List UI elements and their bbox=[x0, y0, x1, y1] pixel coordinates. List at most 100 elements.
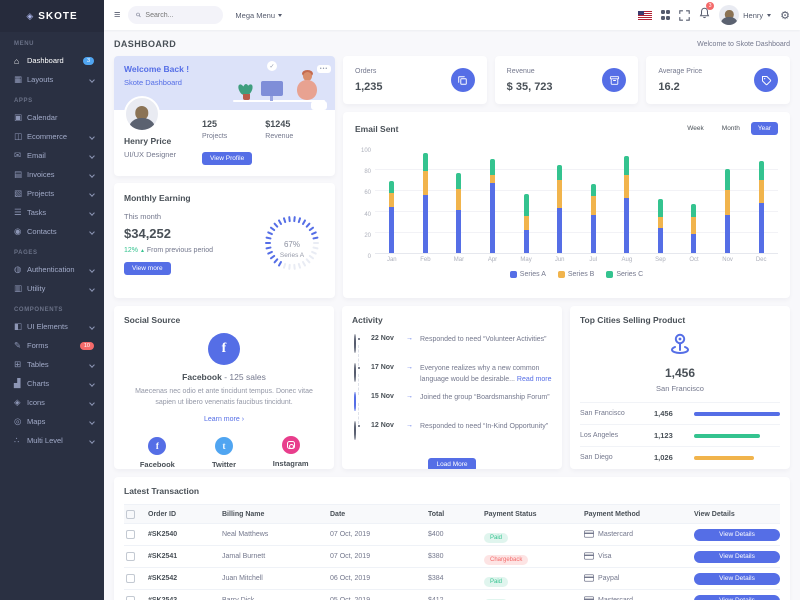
row-checkbox[interactable] bbox=[126, 552, 135, 561]
topbar: ≡ Mega Menu 3 Henry ⚙ bbox=[104, 0, 800, 30]
billing-name: Barry Dick bbox=[222, 597, 330, 600]
load-more-button[interactable]: Load More bbox=[428, 458, 476, 469]
sidebar-item-tasks[interactable]: ☰ Tasks bbox=[0, 203, 104, 222]
sidebar-item-label: Layouts bbox=[27, 75, 54, 84]
layouts-icon: ▦ bbox=[14, 74, 23, 84]
column-header: Date bbox=[330, 510, 346, 518]
activity-text: Joined the group “Boardsmanship Forum” bbox=[420, 394, 550, 401]
instagram-icon[interactable] bbox=[281, 436, 300, 454]
user-avatar bbox=[719, 5, 740, 25]
view-details-button[interactable]: View Details bbox=[694, 550, 780, 563]
monthly-earning-delta: 12% ▲ From previous period bbox=[124, 247, 214, 254]
sidebar-item-label: Multi Level bbox=[27, 436, 63, 445]
learn-more-link[interactable]: Learn more › bbox=[203, 416, 245, 423]
legend-item-series-c[interactable]: Series C bbox=[606, 271, 643, 278]
view-more-button[interactable]: View more bbox=[124, 262, 171, 275]
settings-gear-icon[interactable]: ⚙ bbox=[780, 9, 790, 22]
bar-segment-series-c bbox=[422, 153, 428, 171]
radial-tick bbox=[301, 260, 307, 267]
sidebar-item-ui-elements[interactable]: ◧ UI Elements bbox=[0, 317, 104, 336]
sidebar-item-email[interactable]: ✉ Email bbox=[0, 146, 104, 165]
sidebar-item-contacts[interactable]: ◉ Contacts bbox=[0, 222, 104, 241]
legend-label: Series A bbox=[519, 271, 546, 278]
sidebar-item-utility[interactable]: ▥ Utility bbox=[0, 279, 104, 298]
activity-item: 15 Nov → Joined the group “Boardsmanship F… bbox=[352, 392, 552, 424]
sidebar-item-maps[interactable]: ◎ Maps bbox=[0, 412, 104, 431]
read-more-link[interactable]: Read more bbox=[516, 375, 552, 383]
search-box[interactable] bbox=[128, 6, 224, 24]
city-progress-bar bbox=[694, 411, 780, 416]
column-header: Order ID bbox=[148, 510, 177, 518]
facebook-icon: f bbox=[208, 333, 240, 365]
sidebar-item-forms[interactable]: ✎ Forms 10 bbox=[0, 336, 104, 355]
sidebar-item-projects[interactable]: ▧ Projects bbox=[0, 184, 104, 203]
view-details-button[interactable]: View Details bbox=[694, 594, 780, 600]
sidebar-item-calendar[interactable]: ▣ Calendar bbox=[0, 108, 104, 127]
bar-segment-series-c bbox=[389, 181, 395, 193]
main-content: DASHBOARD Welcome to Skote Dashboard Wel… bbox=[104, 30, 800, 600]
range-button-year[interactable]: Year bbox=[750, 122, 778, 135]
instagram-glyph bbox=[286, 441, 295, 449]
legend-item-series-b[interactable]: Series B bbox=[557, 271, 594, 278]
radial-tick bbox=[277, 219, 283, 226]
view-details-button[interactable]: View Details bbox=[694, 572, 780, 585]
sidebar-item-invoices[interactable]: ▤ Invoices bbox=[0, 165, 104, 184]
sidebar-item-label: Icons bbox=[27, 398, 45, 407]
social-item-instagram: Instagram104 sales bbox=[257, 436, 324, 469]
radial-tick bbox=[288, 263, 291, 270]
column-header: View Details bbox=[694, 510, 735, 518]
search-input[interactable] bbox=[145, 11, 216, 19]
sidebar-item-charts[interactable]: ▟ Charts bbox=[0, 374, 104, 393]
brand-logo[interactable]: ◈ SKOTE bbox=[0, 0, 104, 32]
bar-segment-series-b bbox=[523, 216, 529, 230]
radial-tick bbox=[282, 217, 287, 224]
sidebar-item-dashboard[interactable]: ⌂ Dashboard 3 bbox=[0, 51, 104, 70]
radial-tick bbox=[297, 262, 302, 269]
sidebar-item-layouts[interactable]: ▦ Layouts bbox=[0, 70, 104, 89]
sidebar-section-label: MENU bbox=[14, 41, 35, 47]
radial-series-label: Series A bbox=[279, 252, 305, 259]
order-id: #SK2542 bbox=[148, 575, 178, 582]
facebook-icon[interactable]: f bbox=[148, 437, 167, 455]
row-checkbox[interactable] bbox=[126, 596, 135, 600]
fullscreen-icon[interactable] bbox=[679, 9, 690, 21]
column-header: Total bbox=[428, 510, 445, 518]
activity-text: Responded to need “In-Kind Opportunity” bbox=[420, 423, 549, 430]
bar-stack bbox=[624, 156, 630, 253]
bar-segment-series-c bbox=[557, 165, 563, 180]
sidebar-item-multi-level[interactable]: ∴ Multi Level bbox=[0, 431, 104, 450]
timeline-dot-icon bbox=[354, 334, 356, 353]
mega-menu-button[interactable]: Mega Menu bbox=[235, 11, 283, 20]
payment-method-name: Mastercard bbox=[598, 597, 633, 600]
brand-name: SKOTE bbox=[38, 10, 78, 22]
city-progress bbox=[694, 433, 780, 438]
sidebar-item-ecommerce[interactable]: ◫ Ecommerce bbox=[0, 127, 104, 146]
view-profile-button[interactable]: View Profile bbox=[202, 152, 253, 165]
language-flag-icon[interactable] bbox=[637, 10, 652, 20]
utility-icon: ▥ bbox=[14, 283, 23, 293]
apps-grid-icon[interactable] bbox=[660, 10, 671, 20]
sidebar-item-icons[interactable]: ◈ Icons bbox=[0, 393, 104, 412]
stat-card-average-price: Average Price 16.2 bbox=[646, 56, 791, 104]
select-all-checkbox[interactable] bbox=[126, 509, 135, 519]
sidebar-item-tables[interactable]: ⊞ Tables bbox=[0, 355, 104, 374]
row-checkbox[interactable] bbox=[126, 574, 135, 583]
sidebar-item-authentication[interactable]: ◍ Authentication bbox=[0, 260, 104, 279]
view-details-button[interactable]: View Details bbox=[694, 528, 780, 541]
date: 06 Oct, 2019 bbox=[330, 575, 371, 582]
row-checkbox[interactable] bbox=[126, 530, 135, 539]
twitter-icon[interactable]: t bbox=[215, 437, 233, 455]
legend-item-series-a[interactable]: Series A bbox=[509, 271, 546, 278]
social-source-card: Social Source f Facebook - 125 sales Mae… bbox=[114, 306, 334, 469]
activity-item: 17 Nov → Everyone realizes why a new commo… bbox=[352, 363, 552, 395]
range-button-week[interactable]: Week bbox=[687, 125, 704, 132]
menu-toggle-icon[interactable]: ≡ bbox=[114, 9, 121, 21]
radial-tick bbox=[277, 260, 283, 267]
payment-method-name: Paypal bbox=[598, 575, 620, 582]
sidebar-badge: 3 bbox=[82, 56, 94, 65]
activity-date: 15 Nov bbox=[371, 393, 394, 400]
timeline-connector bbox=[358, 403, 359, 424]
user-menu[interactable]: Henry bbox=[719, 5, 772, 25]
notifications-bell-icon[interactable]: 3 bbox=[699, 2, 715, 24]
range-button-month[interactable]: Month bbox=[721, 125, 740, 132]
